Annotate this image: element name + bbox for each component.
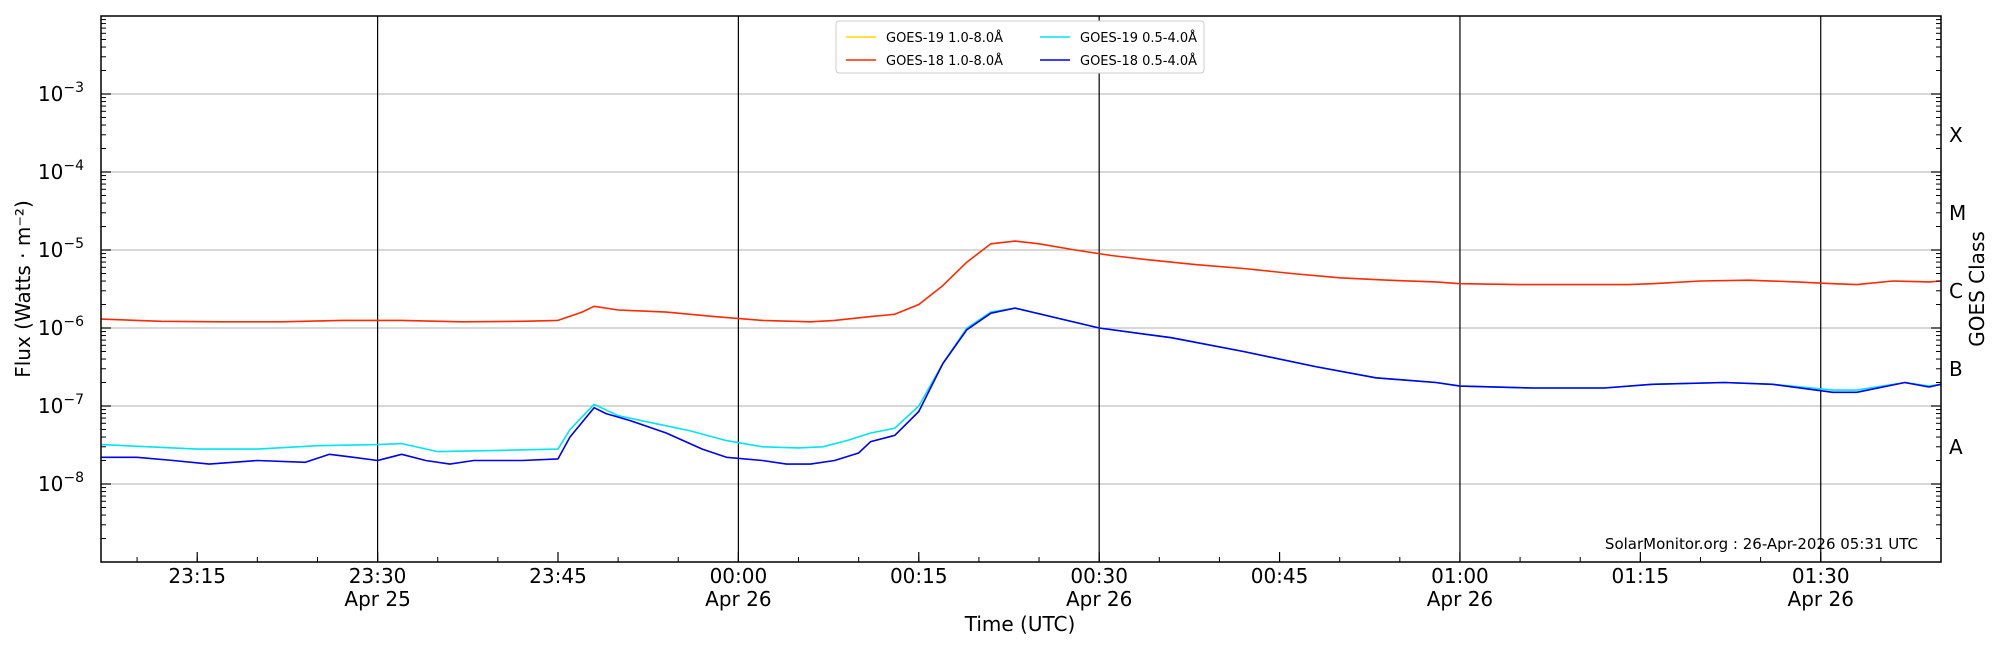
x-tick-label: 00:00 (710, 564, 768, 588)
y-tick-label: 10−5 (38, 236, 84, 262)
x-tick-label: 00:30 (1070, 564, 1128, 588)
plot-frame (100, 15, 1942, 563)
y2-axis-title: GOES Class (1965, 231, 1989, 347)
series-lines (100, 240, 1942, 465)
legend: GOES-19 1.0-8.0Å GOES-18 1.0-8.0Å GOES-19 … (835, 20, 1205, 74)
y-tick-label: 10−4 (38, 158, 84, 184)
x-tick-date-label: Apr 25 (344, 587, 410, 611)
x-tick-date-label: Apr 26 (1066, 587, 1132, 611)
x-tick-label: 00:45 (1251, 564, 1309, 588)
x-axis-title: Time (UTC) (964, 612, 1076, 636)
x-tick-label: 00:15 (890, 564, 948, 588)
series-line-goes-18-0-5-4-0- (101, 307, 1942, 465)
credit-text: SolarMonitor.org : 26-Apr-2026 05:31 UTC (1605, 535, 1918, 553)
goes-class-label: B (1949, 357, 1963, 381)
legend-box (835, 20, 1205, 74)
x-tick-date-label: Apr 26 (1788, 587, 1854, 611)
x-tick-label: 23:15 (168, 564, 226, 588)
y-tick-labels: 10−8 10−7 10−6 10−5 10−4 10−3 (38, 80, 84, 496)
x-tick-label: 23:30 (349, 564, 407, 588)
series-line-goes-18-1-0-8-0- (100, 240, 1942, 323)
goes-class-labels: X M C B A (1949, 123, 1966, 459)
legend-label: GOES-19 1.0-8.0Å (886, 30, 1003, 46)
x-tick-date-label: Apr 26 (705, 587, 771, 611)
x-tick-label: 01:15 (1612, 564, 1670, 588)
goes-class-label: C (1949, 279, 1963, 303)
x-tick-label: 01:00 (1431, 564, 1489, 588)
y-tick-label: 10−6 (38, 314, 84, 340)
gridlines (101, 93, 1941, 485)
x-tick-date-label: Apr 26 (1427, 587, 1493, 611)
legend-label: GOES-18 1.0-8.0Å (886, 53, 1003, 69)
y-tick-label: 10−7 (38, 392, 84, 418)
goes-class-label: X (1949, 123, 1963, 147)
day-marker-lines (377, 16, 1822, 562)
y-tick-label: 10−3 (38, 80, 84, 106)
legend-label: GOES-19 0.5-4.0Å (1080, 30, 1197, 46)
x-tick-label: 01:30 (1792, 564, 1850, 588)
goes-class-label: A (1949, 435, 1963, 459)
y-axis-title: Flux (Watts · m⁻²) (11, 200, 35, 378)
legend-label: GOES-18 0.5-4.0Å (1080, 53, 1197, 69)
y-tick-label: 10−8 (38, 470, 84, 496)
axis-ticks (101, 19, 1942, 562)
x-tick-label: 23:45 (529, 564, 587, 588)
goes-class-label: M (1949, 201, 1966, 225)
